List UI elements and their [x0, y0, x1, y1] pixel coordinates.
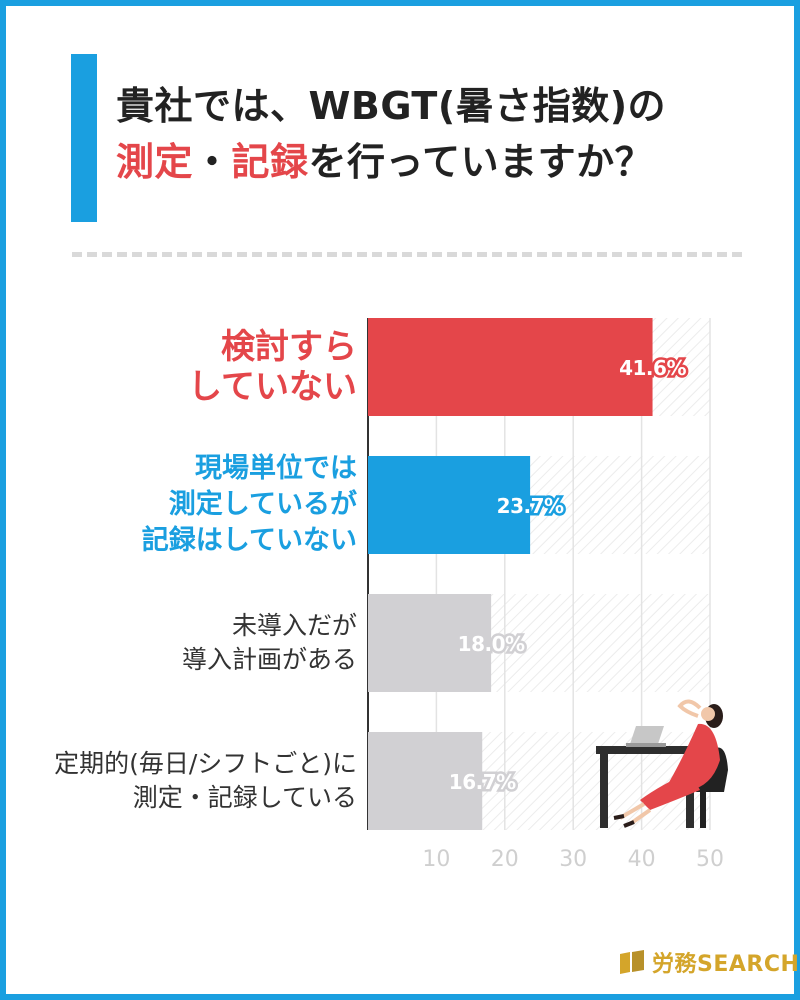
x-tick-label-40: 40	[628, 847, 656, 872]
desk-leg-left	[600, 754, 608, 828]
category-label-0: 検討すら していない	[188, 327, 357, 407]
value-label-2: 18.0%	[458, 632, 525, 656]
face	[701, 707, 715, 721]
bar-2	[368, 594, 492, 692]
x-tick-label-30: 30	[559, 847, 587, 872]
bar-0	[368, 318, 653, 416]
arm-raised	[677, 699, 702, 718]
title-separator: ・	[193, 140, 232, 184]
title-line-1: 貴社では、WBGT(暑さ指数)の	[116, 84, 667, 128]
category-label-line: 定期的(毎日/シフトごと)に	[54, 749, 357, 778]
red-dress-top	[668, 723, 720, 790]
woman-relaxing-illustration	[596, 699, 728, 828]
title-rest: を行っていますか？	[308, 140, 654, 184]
bar-1	[368, 456, 531, 554]
category-label-line: していない	[188, 367, 357, 407]
category-label-line: 現場単位では	[195, 453, 357, 484]
category-label-line: 検討すら	[221, 327, 357, 367]
value-label-0: 41.6%	[619, 356, 686, 380]
red-dress-skirt	[640, 772, 700, 810]
desk-top	[596, 746, 704, 754]
value-label-1: 23.7%	[497, 494, 564, 518]
title-accent-bar	[71, 54, 97, 222]
category-label-2: 未導入だが導入計画がある	[182, 609, 357, 677]
value-label-3: 16.7%	[449, 770, 516, 794]
category-label-line: 記録はしていない	[141, 525, 357, 556]
category-label-line: 測定しているが	[168, 489, 357, 520]
laptop-base	[626, 743, 666, 747]
category-label-1: 現場単位では測定しているが記録はしていない	[142, 451, 357, 559]
chair-leg	[700, 792, 706, 828]
brand-logo: 労務SEARCH	[618, 946, 799, 978]
title-line-2: 測定・記録を行っていますか？	[116, 134, 756, 190]
dashed-divider	[72, 252, 742, 257]
chart-title: 貴社では、WBGT(暑さ指数)の 測定・記録を行っていますか？	[116, 78, 756, 190]
laptop-icon	[630, 726, 664, 744]
x-tick-label-10: 10	[422, 847, 450, 872]
x-tick-label-20: 20	[491, 847, 519, 872]
brand-name: 労務SEARCH	[652, 952, 800, 977]
category-label-line: 未導入だが	[231, 611, 357, 640]
category-label-line: 測定・記録している	[132, 783, 357, 812]
title-highlight-record: 記録	[231, 140, 309, 184]
category-label-line: 導入計画がある	[181, 645, 357, 674]
x-tick-label-50: 50	[696, 847, 724, 872]
category-label-3: 定期的(毎日/シフトごと)に測定・記録している	[54, 747, 357, 815]
bar-3	[368, 732, 483, 830]
shoes	[613, 814, 635, 828]
title-highlight-measure: 測定	[116, 140, 194, 184]
book-icon	[620, 950, 644, 974]
